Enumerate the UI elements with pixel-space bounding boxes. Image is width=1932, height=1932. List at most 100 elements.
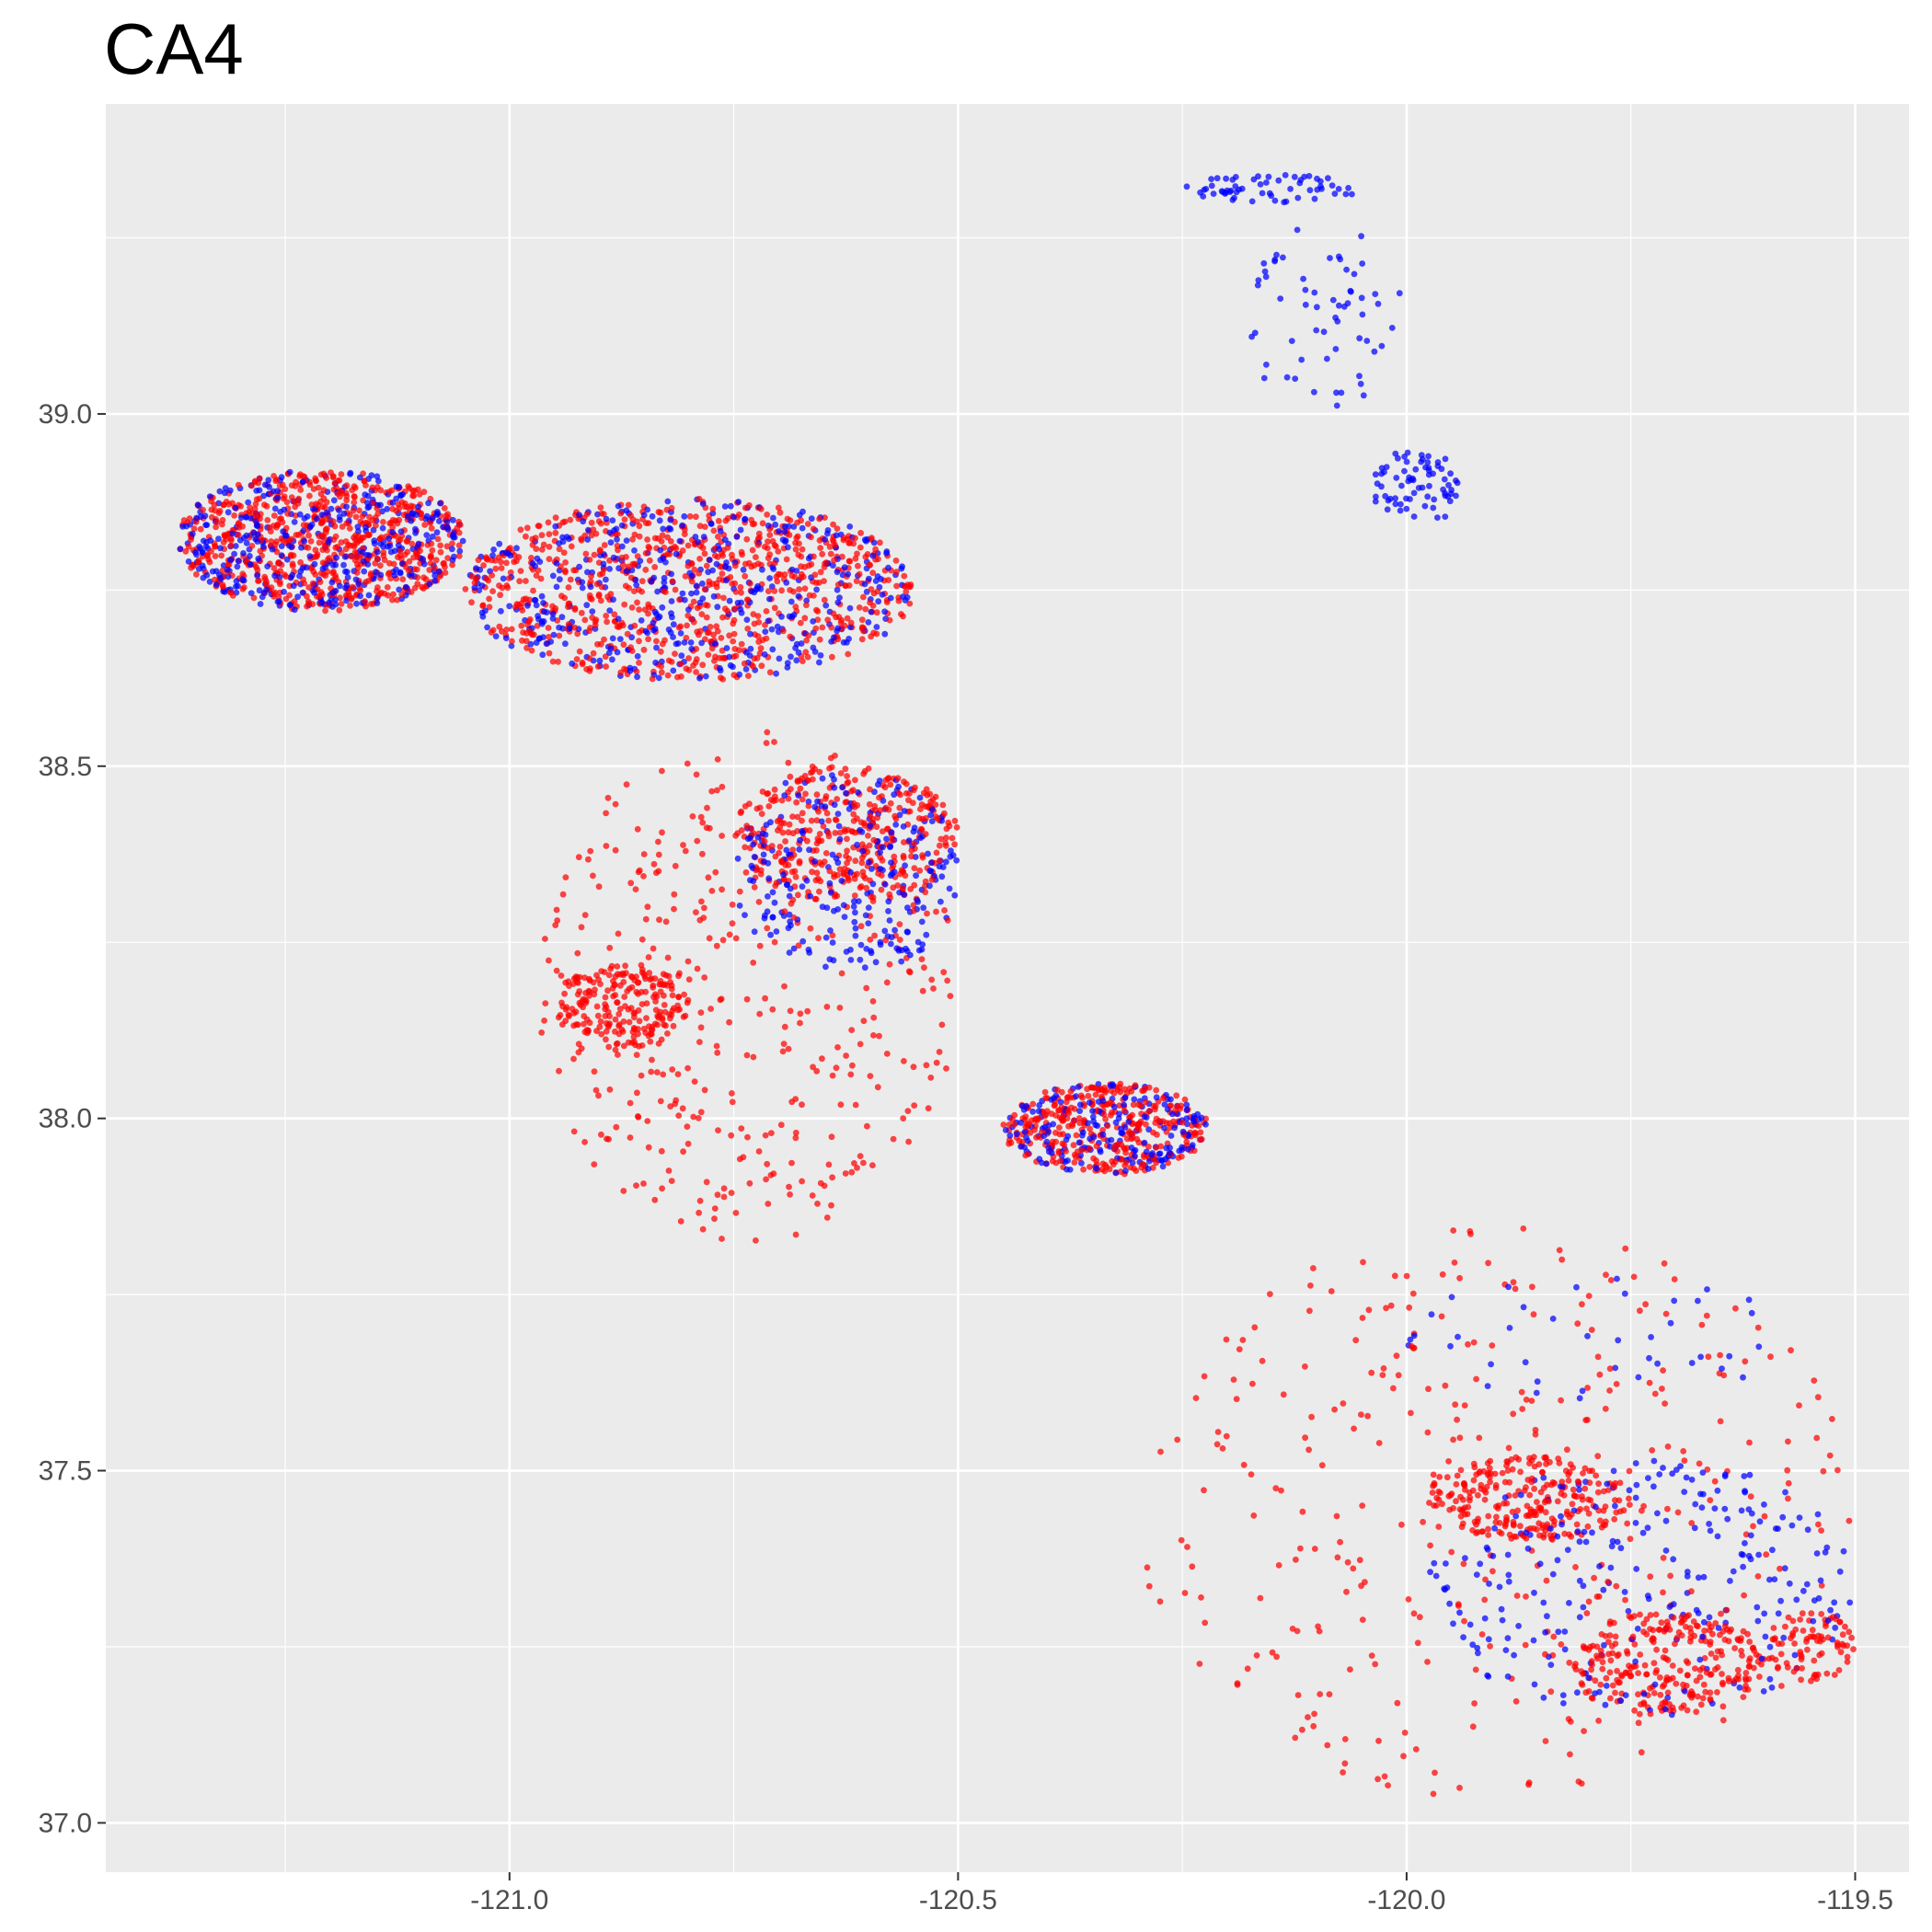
data-point-blue [1287,186,1294,192]
data-point-red [1607,1657,1615,1664]
data-point-red [1174,1436,1181,1443]
data-point-red [380,519,386,525]
data-point-red [753,1237,759,1244]
data-point-red [1533,1512,1539,1519]
data-point-red [1606,1365,1614,1373]
data-point-red [1071,1159,1078,1166]
data-point-red [1584,1385,1591,1391]
data-point-red [1526,1455,1533,1462]
data-point-red [528,647,535,654]
data-point-red [1558,1256,1566,1263]
data-point-red [374,511,382,517]
data-point-red [390,560,397,568]
data-point-red [933,849,940,857]
data-point-blue [222,485,229,492]
data-point-red [1517,1523,1524,1530]
data-point-red [1770,1625,1777,1631]
data-point-red [1718,1610,1724,1617]
data-point-blue [1512,1512,1520,1520]
data-point-red [785,829,792,836]
data-point-blue [1817,1577,1824,1584]
data-point-red [893,569,900,576]
data-point-blue [799,883,806,890]
data-point-red [791,573,799,581]
data-point-blue [844,639,850,646]
data-point-red [755,899,763,905]
data-point-red [834,581,842,588]
data-point-red [1659,1386,1665,1392]
data-point-red [538,546,546,553]
data-point-blue [1336,302,1342,309]
data-point-red [402,500,408,507]
data-point-red [1508,1535,1515,1542]
data-point-blue [1305,173,1313,179]
data-point-red [1146,1108,1153,1114]
data-point-red [1033,1134,1040,1141]
data-point-blue [1742,1488,1748,1494]
data-point-red [1662,1310,1670,1317]
data-point-red [798,570,805,578]
data-point-red [901,572,908,580]
data-point-red [227,542,235,549]
data-point-red [1824,1634,1832,1641]
data-point-red [498,565,505,571]
data-point-blue [1669,1470,1676,1478]
data-point-blue [1621,1290,1628,1297]
data-point-blue [1534,1378,1541,1386]
data-point-red [863,984,870,992]
data-point-blue [788,598,795,605]
data-point-red [874,1084,881,1091]
data-point-red [197,525,204,533]
data-point-red [1746,1639,1754,1645]
data-point-red [428,540,435,547]
data-point-red [1473,1471,1480,1478]
data-point-red [1837,1649,1845,1656]
data-point-red [822,559,830,566]
data-point-red [1445,1458,1452,1465]
data-point-blue [766,595,773,603]
data-point-blue [1382,492,1389,500]
data-point-red [1153,1087,1160,1094]
data-point-red [576,648,583,655]
data-point-blue [298,544,305,551]
data-point-red [699,850,706,857]
data-point-red [697,1009,705,1016]
data-point-red [829,932,836,939]
data-point-red [546,556,553,562]
data-point-red [1664,1689,1672,1696]
data-point-red [679,547,686,554]
data-point-red [661,981,669,988]
data-point-red [917,806,924,812]
data-point-red [816,831,823,837]
data-point-red [1109,1157,1116,1165]
data-point-red [606,944,614,951]
data-point-blue [374,473,381,480]
data-point-red [484,557,491,563]
data-point-red [701,904,707,912]
data-point-blue [760,851,767,858]
data-point-red [746,800,753,808]
data-point-red [726,1018,732,1026]
data-point-red [640,873,647,880]
data-point-blue [776,655,783,662]
data-point-blue [634,653,641,660]
data-point-red [1747,1493,1754,1500]
data-point-red [479,603,487,609]
data-point-blue [603,576,609,583]
data-point-red [625,501,632,509]
data-point-blue [232,504,239,512]
data-point-blue [596,657,604,664]
data-point-red [1745,1663,1753,1670]
data-point-blue [508,642,515,650]
data-point-red [1535,1520,1543,1527]
data-point-blue [431,572,439,579]
data-point-red [714,1049,721,1056]
data-point-blue [834,599,842,606]
data-point-blue [1832,1624,1839,1631]
data-point-red [762,995,768,1002]
data-point-red [1726,1628,1733,1635]
data-point-blue [1427,1569,1433,1576]
data-point-red [911,881,918,889]
data-point-blue [264,563,271,569]
data-point-red [1542,1454,1549,1461]
